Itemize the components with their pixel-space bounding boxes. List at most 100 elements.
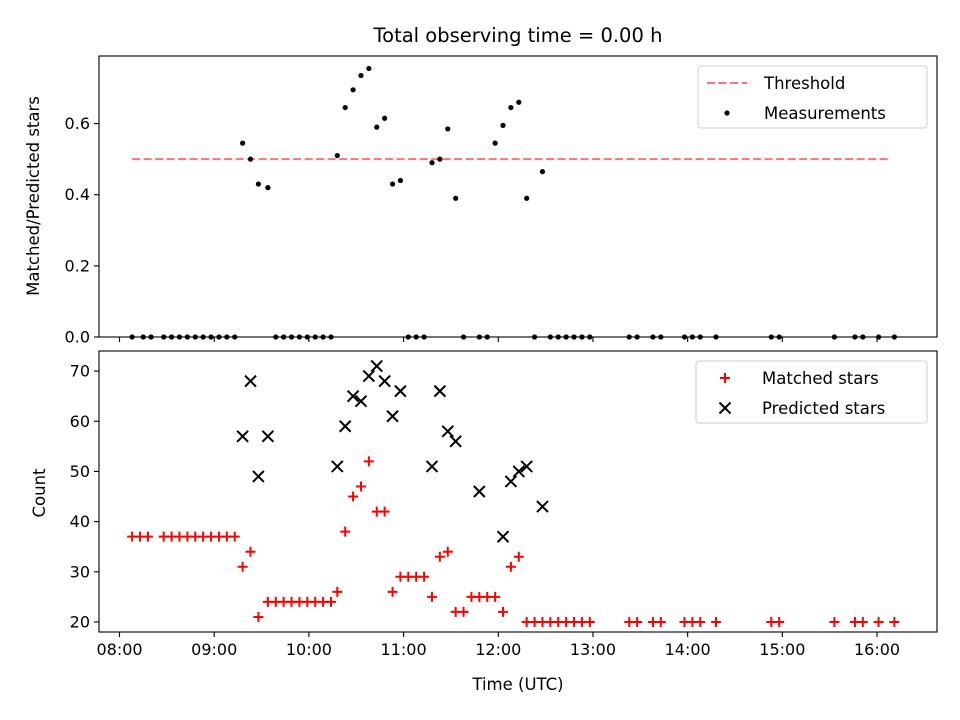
measurement-point — [176, 334, 183, 340]
matched-point — [419, 571, 430, 582]
ratio-y-tick-label: 0.2 — [65, 256, 90, 275]
chart-title: Total observing time = 0.00 h — [373, 24, 663, 47]
measurement-point — [776, 334, 782, 340]
measurement-point — [539, 169, 546, 175]
measurement-point — [768, 334, 774, 340]
measurement-point — [555, 334, 561, 340]
matched-point — [229, 531, 240, 542]
predicted-point — [504, 475, 518, 488]
measurement-point — [476, 334, 482, 340]
measurement-point — [453, 195, 459, 201]
count-x-tick-label: 08:00 — [96, 640, 142, 659]
legend-swatch — [720, 373, 730, 383]
predicted-point — [496, 530, 510, 543]
measurement-point — [713, 334, 719, 340]
count-y-tick-label: 30 — [70, 562, 90, 581]
measurement-point — [860, 334, 866, 340]
measurement-point — [350, 87, 356, 93]
count-x-tick-label: 09:00 — [191, 640, 237, 659]
ratio-series-measurements — [129, 65, 897, 340]
matched-point — [458, 606, 469, 617]
predicted-point — [236, 430, 249, 443]
count-panel: 20 30 40 50 60 70 08:00 09:00 10:00 11:00 12:00 13:… — [70, 350, 938, 659]
measurement-point — [658, 334, 664, 340]
measurement-point — [429, 160, 435, 166]
predicted-point — [362, 369, 376, 383]
count-y-tick-label: 20 — [70, 612, 90, 631]
measurement-point — [681, 334, 688, 340]
matched-point — [237, 561, 248, 572]
legend-entry: Predicted stars — [762, 399, 885, 418]
measurement-point — [697, 334, 703, 340]
measurement-point — [460, 334, 467, 340]
count-y-tick-label: 40 — [70, 512, 90, 531]
predicted-point — [261, 430, 275, 443]
matched-point — [434, 551, 445, 562]
measurement-point — [304, 334, 310, 340]
count-axes-frame — [98, 350, 938, 633]
ratio-y-tick-label: 0.0 — [65, 328, 90, 347]
matched-point — [442, 546, 453, 557]
predicted-point — [331, 460, 344, 473]
legend-swatch — [718, 401, 732, 415]
count-x-tick-label: 11:00 — [381, 640, 427, 659]
count-x-tick-label: 15:00 — [759, 640, 805, 659]
measurement-point — [508, 104, 514, 111]
count-series-predicted-stars — [236, 359, 549, 543]
count-x-tick-label: 10:00 — [286, 640, 332, 659]
measurement-point — [563, 334, 569, 340]
measurement-point — [689, 334, 695, 340]
measurement-point — [129, 334, 135, 340]
matched-point — [695, 616, 706, 627]
measurement-point — [184, 334, 190, 340]
matched-point — [340, 526, 351, 537]
measurement-point — [148, 334, 154, 340]
matched-point — [142, 531, 153, 542]
ratio-legend: Threshold Measurements — [697, 65, 928, 129]
matched-point — [711, 616, 722, 627]
measurement-point — [168, 334, 175, 340]
measurement-point — [891, 334, 897, 340]
measurement-point — [255, 181, 261, 187]
measurement-point — [342, 104, 348, 111]
predicted-point — [433, 384, 447, 398]
count-y-tick-label: 50 — [70, 462, 90, 481]
matched-point — [774, 616, 785, 627]
legend-box — [695, 360, 928, 424]
measurement-point — [240, 140, 246, 146]
matched-point — [348, 491, 359, 502]
matched-point — [513, 551, 524, 562]
measurement-point — [224, 334, 230, 340]
predicted-point — [473, 485, 486, 498]
ratio-y-tick-label: 0.4 — [65, 185, 90, 204]
count-x-tick-label: 14:00 — [665, 640, 711, 659]
measurement-point — [232, 334, 238, 340]
measurement-point — [281, 334, 287, 340]
matched-point — [332, 586, 343, 597]
predicted-point — [378, 374, 391, 388]
predicted-point — [244, 374, 257, 388]
predicted-point — [449, 435, 462, 448]
matched-point — [325, 596, 336, 607]
count-legend: Matched stars Predicted stars — [695, 360, 928, 424]
predicted-point — [354, 394, 368, 408]
legend-entry: Matched stars — [762, 369, 879, 388]
predicted-point — [536, 500, 549, 513]
measurement-point — [328, 334, 334, 340]
count-y-axis-label: Count — [30, 468, 49, 518]
measurement-point — [265, 185, 271, 191]
count-x-tick-label: 13:00 — [570, 640, 616, 659]
measurement-point — [296, 334, 303, 340]
matched-point — [584, 616, 595, 627]
measurement-point — [161, 334, 167, 340]
time-x-axis-label: Time (UTC) — [471, 675, 563, 694]
matched-point — [253, 611, 264, 622]
count-x-tick-label: 16:00 — [854, 640, 900, 659]
measurement-point — [571, 334, 577, 340]
matched-point — [829, 616, 840, 627]
measurement-point — [200, 334, 206, 340]
measurement-point — [312, 334, 318, 340]
count-y-tick-label: 70 — [70, 362, 90, 381]
matched-point — [498, 606, 509, 617]
